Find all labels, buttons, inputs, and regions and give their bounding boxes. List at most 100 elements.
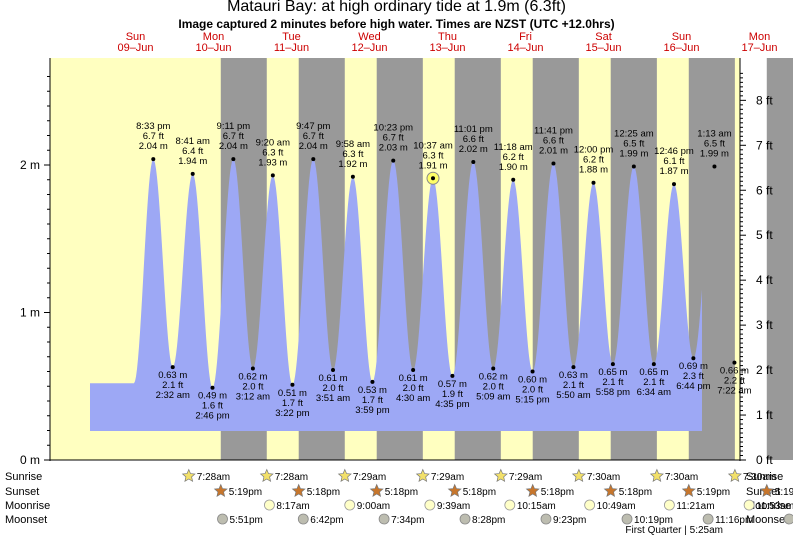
moonrise-icon [344, 499, 356, 511]
y-tick-label-m: 1 m [20, 306, 40, 320]
low-tide-label: 2.0 ft [403, 383, 424, 394]
tide-point [530, 369, 535, 374]
moonrise-time: 9:39am [437, 501, 470, 512]
sunset-icon [447, 483, 462, 498]
high-tide-label: 1.87 m [659, 166, 688, 177]
sunrise-time: 7:28am [197, 472, 230, 483]
high-tide-label: 11:18 am [494, 142, 533, 153]
tide-point [651, 362, 656, 367]
tide-point [491, 366, 496, 371]
sunset-time: 5:18pm [463, 487, 496, 498]
y-tick-label-ft: 2 ft [756, 363, 773, 377]
moonset-time: 6:42pm [310, 515, 343, 526]
high-tide-label: 1:13 am [697, 128, 731, 139]
y-tick-label-ft: 7 ft [756, 138, 773, 152]
moonrise-time: 9:00am [357, 501, 390, 512]
high-tide-label: 6.3 ft [342, 149, 363, 160]
tide-point [411, 368, 416, 373]
sunrise-row-label-left: Sunrise [5, 471, 42, 483]
moonset-time: 9:23pm [553, 515, 586, 526]
tide-point [311, 157, 316, 162]
low-tide-label: 0.53 m [358, 385, 387, 396]
day-date: 15–Jun [585, 42, 621, 54]
high-tide-label: 1.90 m [499, 162, 528, 173]
high-tide-label: 6.2 ft [583, 155, 604, 166]
day-date: 17–Jun [741, 42, 777, 54]
high-tide-label: 12:25 am [614, 128, 654, 139]
sunrise-time: 7:29am [509, 472, 542, 483]
high-tide-label: 10:23 pm [373, 123, 413, 134]
low-tide-label: 3:12 am [236, 392, 270, 403]
y-tick-label-ft: 6 ft [756, 183, 773, 197]
sunrise-icon [649, 468, 664, 483]
low-tide-label: 0.61 m [399, 373, 428, 384]
moonrise-icon [424, 499, 436, 511]
day-name: Tue [282, 31, 301, 43]
moonset-time: 7:34pm [391, 515, 424, 526]
sunrise-row-label-right: Sunrise [746, 471, 783, 483]
sunrise-icon [727, 468, 742, 483]
tide-point [270, 173, 275, 178]
low-tide-label: 5:50 am [556, 390, 590, 401]
low-tide-label: 2.1 ft [643, 377, 664, 388]
sunrise-time: 7:30am [665, 472, 698, 483]
high-tide-label: 2.04 m [219, 141, 248, 152]
tide-point [331, 368, 336, 373]
moonset-row-label-right: Moonset [746, 514, 788, 526]
sunset-icon [291, 483, 306, 498]
moonset-icon [621, 513, 633, 525]
tide-point [231, 157, 236, 162]
tide-point [471, 160, 476, 165]
low-tide-label: 2.0 ft [322, 383, 343, 394]
tide-point [250, 366, 255, 371]
low-tide-label: 2.0 ft [522, 385, 543, 396]
high-tide-label: 6.7 ft [143, 131, 164, 142]
sunset-time: 5:19pm [775, 487, 793, 498]
tide-point [712, 164, 717, 169]
tide-point [391, 158, 396, 163]
low-tide-label: 2.0 ft [483, 382, 504, 393]
high-tide-label: 6.6 ft [543, 136, 564, 147]
low-tide-label: 2.2 ft [724, 376, 745, 387]
high-tide-label: 8:41 am [176, 136, 210, 147]
sunset-time: 5:19pm [697, 487, 730, 498]
high-tide-label: 2.04 m [139, 141, 168, 152]
moonrise-icon [264, 499, 275, 511]
tide-point [610, 362, 615, 367]
moonrise-row-label-right: Moonrise [746, 500, 791, 512]
high-tide-label: 9:11 pm [217, 121, 251, 132]
sunrise-time: 7:29am [431, 472, 464, 483]
page-subtitle: Image captured 2 minutes before high wat… [178, 17, 615, 31]
high-tide-label: 1.93 m [258, 157, 287, 168]
low-tide-label: 5:09 am [476, 392, 510, 403]
sunset-icon [369, 483, 384, 498]
moonset-icon [702, 513, 714, 525]
high-tide-label: 2.03 m [379, 143, 408, 154]
sunrise-time: 7:28am [275, 472, 308, 483]
low-tide-label: 6:34 am [637, 387, 671, 398]
high-tide-label: 6.1 ft [663, 156, 684, 167]
moonset-icon [459, 513, 471, 525]
low-tide-label: 2.1 ft [162, 380, 183, 391]
sunrise-icon [259, 468, 274, 483]
high-tide-label: 6.6 ft [463, 134, 484, 145]
day-name: Wed [358, 31, 380, 43]
day-date: 11–Jun [274, 42, 309, 54]
moonrise-time: 8:17am [276, 501, 309, 512]
sunset-icon [603, 483, 618, 498]
day-date: 16–Jun [663, 42, 699, 54]
low-tide-label: 2.3 ft [683, 371, 704, 382]
moonset-time: 11:16pm [715, 515, 753, 526]
day-date: 13–Jun [429, 42, 465, 54]
tide-point [290, 382, 295, 387]
sunset-time: 5:18pm [385, 487, 418, 498]
low-tide-label: 0.63 m [559, 370, 588, 381]
low-tide-label: 0.49 m [198, 391, 227, 402]
high-tide-label: 2.01 m [539, 146, 568, 157]
low-tide-label: 5:15 pm [515, 395, 549, 406]
sunset-icon [681, 483, 696, 498]
high-tide-label: 9:58 am [336, 139, 370, 150]
sunrise-icon [571, 468, 586, 483]
sunrise-icon [493, 468, 508, 483]
low-tide-label: 7:22 am [717, 386, 751, 397]
